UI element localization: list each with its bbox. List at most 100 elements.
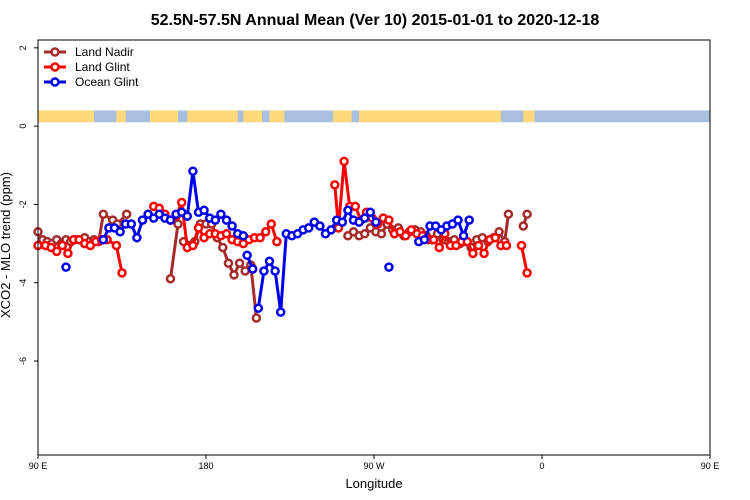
data-point: [182, 211, 193, 221]
land-band: [187, 110, 238, 123]
data-point: [193, 223, 204, 233]
data-point: [350, 201, 361, 212]
series-land-glint: [33, 156, 532, 278]
x-tick-label: 90 E: [701, 461, 720, 471]
data-point: [188, 166, 198, 176]
land-band: [332, 110, 352, 123]
x-axis: 90 E 180 90 W 0 90 E: [29, 455, 720, 471]
x-tick-label: 180: [198, 461, 213, 471]
data-point: [518, 221, 529, 231]
data-point: [384, 262, 394, 272]
legend-item: Ocean Glint: [44, 75, 139, 89]
data-point: [272, 236, 282, 247]
data-point: [359, 229, 370, 239]
data-point: [339, 156, 349, 167]
data-point: [173, 219, 183, 229]
data-point: [223, 258, 234, 268]
data-point: [61, 262, 71, 272]
y-tick-label: 2: [18, 45, 28, 50]
land-band: [150, 110, 178, 123]
data-point: [479, 248, 489, 259]
data-point: [165, 274, 176, 284]
data-point: [275, 307, 286, 317]
y-tick-label: 0: [18, 124, 28, 129]
y-tick-label: -6: [18, 357, 28, 365]
data-point: [126, 219, 137, 229]
data-point: [165, 215, 176, 225]
data-point: [458, 231, 469, 241]
data-point: [238, 231, 249, 241]
data-point: [255, 232, 265, 243]
data-point: [376, 229, 387, 239]
data-point: [251, 313, 262, 323]
series-ocean-glint: [61, 166, 474, 317]
data-point: [365, 207, 376, 218]
series-layer: [33, 156, 532, 323]
data-point: [121, 209, 132, 219]
data-point: [330, 180, 340, 190]
data-point: [516, 240, 527, 251]
legend-marker: [50, 77, 60, 87]
land-band: [116, 110, 126, 123]
data-point: [490, 232, 501, 243]
data-point: [247, 264, 258, 274]
data-point: [176, 197, 187, 208]
legend-marker: [50, 62, 60, 72]
y-axis-label: XCO2 - MLO trend (ppm): [0, 172, 13, 318]
legend-label: Land Nadir: [75, 45, 134, 59]
data-point: [253, 303, 264, 313]
data-point: [98, 209, 109, 219]
land-band: [359, 110, 501, 123]
x-axis-label: Longitude: [345, 476, 402, 491]
y-tick-label: -2: [18, 200, 28, 208]
land-band: [269, 110, 285, 123]
data-point: [234, 258, 245, 268]
data-point: [229, 270, 239, 280]
data-point: [270, 266, 280, 276]
legend-label: Land Glint: [75, 60, 130, 74]
x-tick-label: 90 W: [363, 461, 385, 471]
data-point: [264, 256, 275, 266]
legend-marker: [50, 47, 60, 57]
data-point: [419, 234, 430, 245]
data-point: [210, 215, 221, 225]
y-axis: 2 0 -2 -4 -6: [18, 45, 38, 365]
data-point: [259, 266, 269, 276]
legend-label: Ocean Glint: [75, 75, 139, 89]
x-tick-label: 90 E: [29, 461, 48, 471]
data-point: [242, 250, 252, 261]
data-point: [464, 215, 474, 225]
data-point: [434, 242, 445, 253]
data-point: [115, 227, 125, 237]
data-point: [428, 234, 439, 245]
data-point: [303, 223, 314, 233]
data-point: [453, 215, 463, 225]
data-point: [337, 217, 348, 227]
data-point: [468, 248, 478, 259]
data-point: [132, 232, 142, 243]
data-point: [371, 217, 381, 227]
land-band: [243, 110, 262, 123]
data-point: [384, 215, 394, 225]
data-point: [400, 231, 411, 241]
series-line: [169, 223, 180, 280]
data-point: [260, 227, 271, 237]
data-point: [51, 246, 62, 257]
data-point: [111, 240, 122, 251]
data-point: [359, 213, 370, 223]
legend-item: Land Glint: [44, 60, 130, 74]
data-point: [266, 219, 277, 229]
data-point: [522, 209, 532, 219]
data-point: [63, 248, 73, 259]
data-point: [326, 225, 336, 235]
x-tick-label: 0: [539, 461, 544, 471]
land-ocean-strip: [38, 110, 710, 123]
land-band: [523, 110, 535, 123]
data-point: [227, 221, 237, 231]
data-point: [188, 240, 198, 251]
data-point: [315, 221, 325, 231]
data-point: [216, 209, 226, 219]
data-point: [221, 215, 232, 225]
data-point: [57, 240, 68, 251]
data-point: [522, 268, 532, 278]
